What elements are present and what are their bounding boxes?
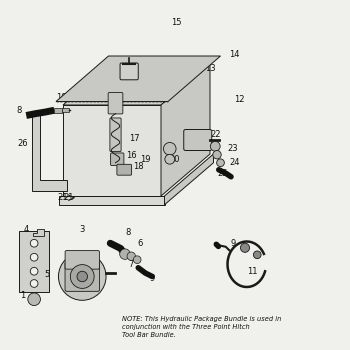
Text: 11: 11 (247, 267, 257, 276)
FancyBboxPatch shape (111, 153, 124, 166)
Text: 12: 12 (234, 95, 245, 104)
Circle shape (30, 280, 38, 287)
FancyBboxPatch shape (65, 251, 99, 269)
FancyBboxPatch shape (117, 164, 132, 175)
Circle shape (240, 243, 250, 252)
Circle shape (210, 141, 220, 151)
Text: 6: 6 (137, 239, 143, 248)
Polygon shape (164, 154, 214, 205)
Text: 9: 9 (150, 274, 155, 283)
Polygon shape (161, 63, 210, 196)
Circle shape (30, 267, 38, 275)
Circle shape (77, 271, 88, 282)
Polygon shape (56, 56, 220, 102)
Text: 13: 13 (205, 64, 215, 73)
Text: 1: 1 (20, 291, 25, 300)
FancyBboxPatch shape (65, 262, 99, 291)
Circle shape (120, 249, 130, 259)
Polygon shape (19, 231, 49, 292)
Bar (62, 108, 69, 112)
FancyBboxPatch shape (120, 63, 138, 80)
Circle shape (165, 154, 175, 164)
Text: 14: 14 (229, 50, 240, 59)
Circle shape (30, 239, 38, 247)
Circle shape (253, 251, 261, 259)
Text: 4: 4 (24, 225, 29, 234)
Text: 16: 16 (126, 151, 136, 160)
Text: 20: 20 (170, 155, 180, 164)
Text: 3: 3 (79, 225, 85, 234)
Circle shape (70, 265, 94, 288)
FancyBboxPatch shape (184, 130, 212, 150)
Text: 7: 7 (128, 260, 134, 269)
Text: 8: 8 (16, 106, 22, 115)
Text: 24: 24 (229, 158, 240, 167)
Text: 19: 19 (140, 155, 150, 164)
Text: 17: 17 (130, 134, 140, 143)
Polygon shape (33, 229, 44, 236)
Text: 26: 26 (18, 139, 28, 148)
Polygon shape (63, 105, 161, 196)
Text: 21: 21 (58, 193, 68, 202)
FancyBboxPatch shape (108, 92, 123, 114)
Circle shape (213, 150, 221, 159)
Text: 16: 16 (128, 95, 138, 104)
Text: NOTE: This Hydraulic Package Bundle is used in
conjunction with the Three Point : NOTE: This Hydraulic Package Bundle is u… (122, 316, 282, 338)
Bar (54, 108, 62, 113)
Circle shape (58, 253, 106, 300)
Text: 8: 8 (125, 228, 131, 237)
Text: 9: 9 (230, 239, 235, 248)
Polygon shape (60, 196, 164, 205)
Circle shape (217, 159, 224, 167)
Text: 10: 10 (56, 93, 66, 103)
Polygon shape (32, 114, 66, 191)
Circle shape (28, 293, 40, 306)
Text: 5: 5 (45, 270, 50, 279)
Circle shape (133, 256, 141, 264)
Polygon shape (63, 63, 210, 105)
Text: 22: 22 (210, 130, 220, 139)
Circle shape (127, 252, 135, 260)
Text: 18: 18 (133, 162, 144, 171)
Circle shape (30, 253, 38, 261)
Text: 2: 2 (83, 284, 88, 293)
Text: 25: 25 (217, 169, 228, 178)
FancyBboxPatch shape (110, 118, 121, 152)
Text: 23: 23 (228, 144, 238, 153)
Text: 21: 21 (63, 193, 74, 202)
Circle shape (163, 142, 176, 155)
Text: 15: 15 (172, 18, 182, 27)
